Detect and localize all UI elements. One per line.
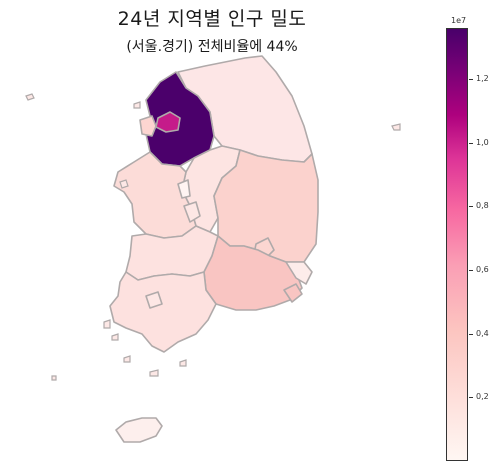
colorbar-tick [469,206,473,208]
region-gwangju [145,291,163,309]
island [25,93,35,101]
region-busan [283,283,303,303]
island [149,369,159,377]
colorbar [446,28,468,461]
colorbar-tick-label: 0,6 [476,264,489,274]
korea-choropleth-map [25,55,401,443]
island [103,319,111,329]
colorbar-tick [469,269,473,271]
map-title: 24년 지역별 인구 밀도 [117,8,307,30]
colorbar-exponent: 1e7 [451,16,467,25]
island [123,355,131,363]
island [119,179,129,189]
region-daejeon [183,201,201,223]
colorbar-tick [469,333,473,335]
colorbar-tick-label: 1,2 [476,73,489,83]
island [133,101,141,109]
colorbar-tick-label: 0,2 [476,392,489,402]
colorbar-tick-label: 1,0 [476,137,489,147]
map-subtitle: (서울.경기) 전체비율에 44% [126,39,298,55]
island [179,359,187,367]
region-ulsan [285,261,313,285]
colorbar-tick [469,78,473,80]
island [51,375,57,381]
region-jeonnam [109,271,217,353]
islands [25,93,401,381]
region-incheon [139,115,157,137]
colorbar-tick [469,397,473,399]
island [111,333,119,341]
colorbar-tick-label: 0,8 [476,201,489,211]
region-jeju [115,417,163,443]
island [391,123,401,131]
colorbar-tick [469,142,473,144]
region-sejong [177,179,191,199]
colorbar-tick-label: 0,4 [476,328,489,338]
